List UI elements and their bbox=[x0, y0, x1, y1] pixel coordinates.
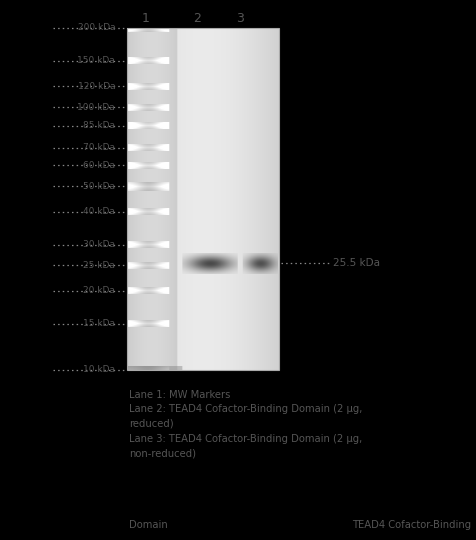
Text: 100 kDa: 100 kDa bbox=[77, 103, 115, 112]
Text: 50 kDa: 50 kDa bbox=[83, 182, 115, 191]
Text: Lane 3: TEAD4 Cofactor-Binding Domain (2 μg,: Lane 3: TEAD4 Cofactor-Binding Domain (2… bbox=[129, 434, 362, 443]
Text: Domain: Domain bbox=[129, 520, 168, 530]
Text: 20 kDa: 20 kDa bbox=[83, 286, 115, 295]
Text: 60 kDa: 60 kDa bbox=[83, 161, 115, 170]
Text: Lane 2: TEAD4 Cofactor-Binding Domain (2 μg,: Lane 2: TEAD4 Cofactor-Binding Domain (2… bbox=[129, 404, 362, 415]
Text: 70 kDa: 70 kDa bbox=[83, 143, 115, 152]
Text: 150 kDa: 150 kDa bbox=[77, 56, 115, 65]
Text: 2: 2 bbox=[193, 11, 201, 24]
Text: 200 kDa: 200 kDa bbox=[78, 24, 115, 32]
Text: Lane 1: MW Markers: Lane 1: MW Markers bbox=[129, 390, 230, 400]
Text: 40 kDa: 40 kDa bbox=[83, 207, 115, 216]
Text: 85 kDa: 85 kDa bbox=[83, 121, 115, 130]
Text: non-reduced): non-reduced) bbox=[129, 448, 196, 458]
Bar bbox=[127, 28, 278, 370]
Text: 120 kDa: 120 kDa bbox=[78, 82, 115, 91]
Text: 25.5 kDa: 25.5 kDa bbox=[332, 258, 379, 268]
Text: 25 kDa: 25 kDa bbox=[83, 261, 115, 270]
Text: 10 kDa: 10 kDa bbox=[83, 366, 115, 375]
Text: TEAD4 Cofactor-Binding: TEAD4 Cofactor-Binding bbox=[351, 520, 470, 530]
Text: 30 kDa: 30 kDa bbox=[83, 240, 115, 249]
Text: 15 kDa: 15 kDa bbox=[83, 319, 115, 328]
Text: 3: 3 bbox=[236, 11, 244, 24]
Text: reduced): reduced) bbox=[129, 419, 174, 429]
Text: 1: 1 bbox=[141, 11, 149, 24]
